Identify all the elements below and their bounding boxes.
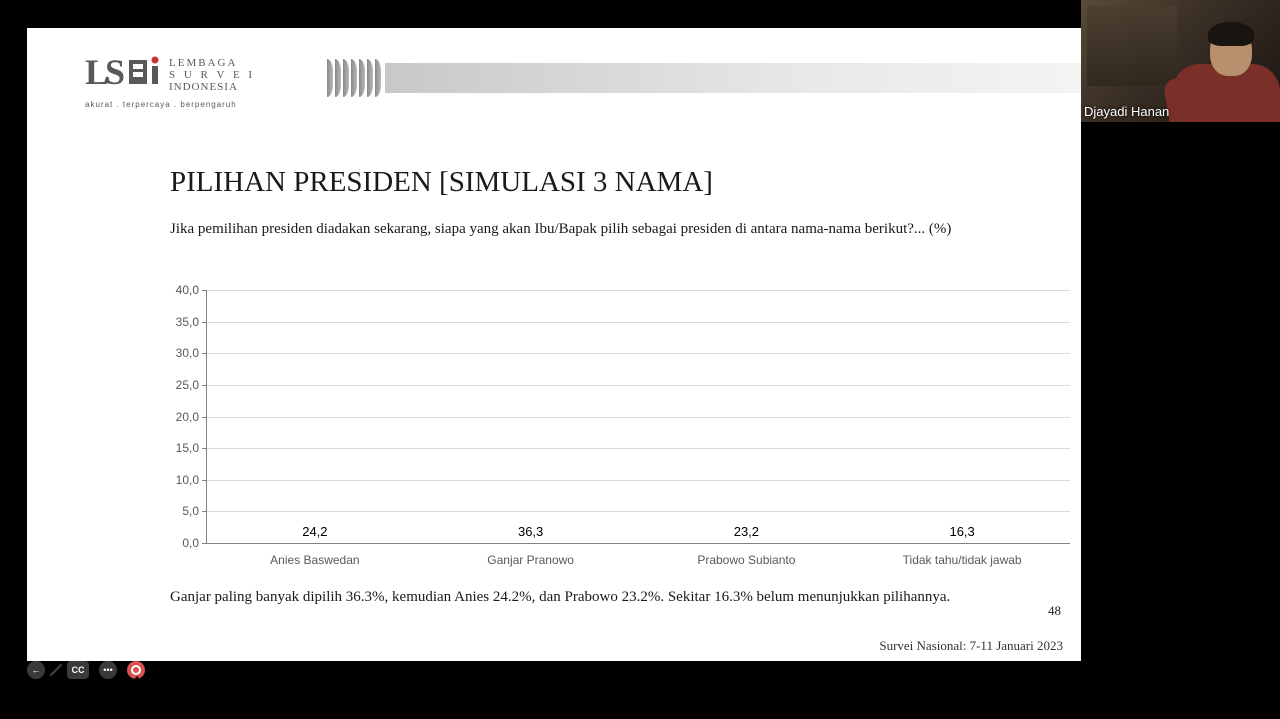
bar-group: 23,2 bbox=[639, 524, 855, 543]
bar-group: 16,3 bbox=[854, 524, 1070, 543]
y-axis-tick: 20,0 bbox=[176, 410, 199, 424]
presenter-name-label: Djayadi Hanan bbox=[1084, 104, 1169, 119]
chart-plot-area: 24,236,323,216,3 0,05,010,015,020,025,03… bbox=[206, 290, 1070, 544]
bar-value-label: 36,3 bbox=[518, 524, 543, 539]
presenter-silhouette bbox=[1170, 22, 1280, 122]
slide-header: L S LEMBAGA S U R V E I INDONESIA akurat… bbox=[27, 28, 1081, 94]
y-axis-tick: 40,0 bbox=[176, 283, 199, 297]
y-axis-tick: 0,0 bbox=[182, 536, 199, 550]
bar-chart: 24,2 36,3 23,2 16,3 0,0 5,0 10,0 15,0 20,0 25,0 3… bbox=[170, 286, 1070, 571]
x-axis-label: Ganjar Pranowo bbox=[423, 553, 639, 567]
back-icon[interactable]: ← bbox=[27, 661, 45, 679]
y-axis-tick: 35,0 bbox=[176, 315, 199, 329]
y-axis-tick: 30,0 bbox=[176, 346, 199, 360]
slide-summary: Ganjar paling banyak dipilih 36.3%, kemu… bbox=[170, 589, 1110, 606]
presenter-webcam[interactable]: Djayadi Hanan bbox=[1081, 0, 1280, 122]
player-controls: ← CC ••• bbox=[27, 661, 145, 679]
x-axis-label: Tidak tahu/tidak jawab bbox=[854, 553, 1070, 567]
page-number: 48 bbox=[1048, 603, 1061, 619]
zoom-watermark: zoom bbox=[1133, 622, 1270, 684]
svg-text:LEMBAGA: LEMBAGA bbox=[169, 57, 237, 69]
svg-text:INDONESIA: INDONESIA bbox=[169, 81, 238, 92]
org-logo: L S LEMBAGA S U R V E I INDONESIA akurat… bbox=[85, 54, 285, 109]
y-axis-tick: 15,0 bbox=[176, 441, 199, 455]
annotate-icon[interactable] bbox=[50, 664, 63, 677]
captions-button[interactable]: CC bbox=[67, 661, 89, 679]
y-axis-tick: 25,0 bbox=[176, 378, 199, 392]
slide-subtitle: Jika pemilihan presiden diadakan sekaran… bbox=[170, 221, 1130, 238]
bar-group: 36,3 bbox=[423, 524, 639, 543]
x-axis-label: Anies Baswedan bbox=[207, 553, 423, 567]
logo-tagline: akurat . terpercaya . berpengaruh bbox=[85, 100, 285, 109]
svg-text:S U R V E I: S U R V E I bbox=[169, 69, 255, 81]
y-axis-tick: 10,0 bbox=[176, 473, 199, 487]
bar-value-label: 16,3 bbox=[949, 524, 974, 539]
x-axis-label: Prabowo Subianto bbox=[639, 553, 855, 567]
header-decoration bbox=[327, 58, 1081, 98]
svg-text:S: S bbox=[105, 54, 125, 92]
footer-note: Survei Nasional: 7-11 Januari 2023 bbox=[879, 638, 1063, 654]
slide-title: PILIHAN PRESIDEN [SIMULASI 3 NAMA] bbox=[170, 166, 713, 199]
y-axis-tick: 5,0 bbox=[182, 504, 199, 518]
bar-value-label: 24,2 bbox=[302, 524, 327, 539]
presentation-slide: L S LEMBAGA S U R V E I INDONESIA akurat… bbox=[27, 28, 1081, 661]
bar-group: 24,2 bbox=[207, 524, 423, 543]
bar-value-label: 23,2 bbox=[734, 524, 759, 539]
more-icon[interactable]: ••• bbox=[99, 661, 117, 679]
lsi-logo-icon: L S LEMBAGA S U R V E I INDONESIA bbox=[85, 54, 285, 92]
